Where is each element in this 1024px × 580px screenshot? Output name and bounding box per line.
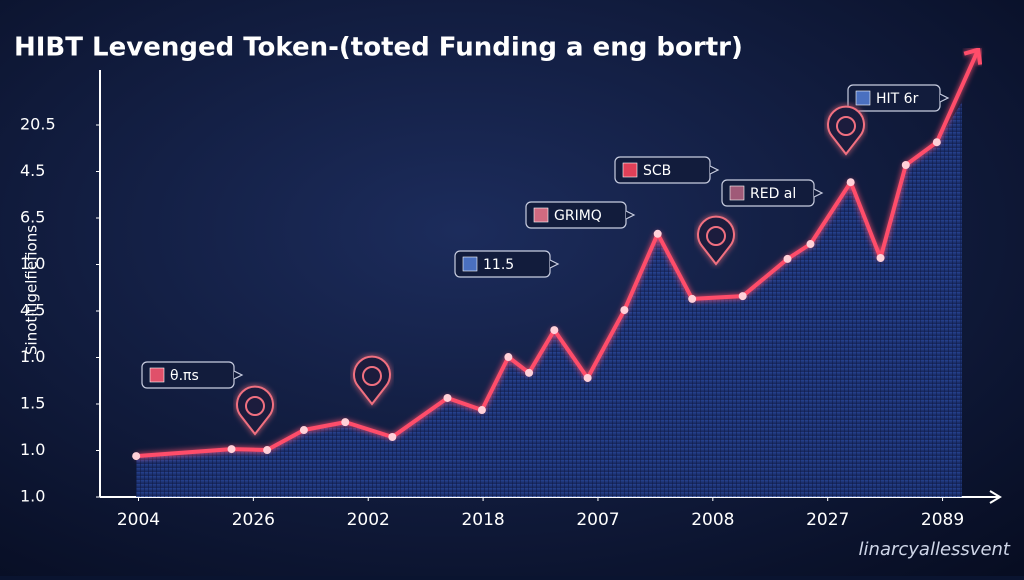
y-tick-label: 1.0 [20, 440, 45, 459]
callout-tail [709, 165, 720, 175]
callout-tail [549, 259, 560, 269]
point [876, 253, 885, 262]
callout-swatch [533, 207, 549, 223]
pin-inner [362, 366, 382, 386]
point [299, 426, 308, 435]
pin-icon [236, 385, 274, 436]
x-axis-arrow [989, 490, 1002, 504]
y-tick-label: 4.5 [20, 161, 45, 180]
point [620, 306, 629, 315]
point [688, 294, 697, 303]
callout-swatch [149, 367, 165, 383]
point [443, 393, 452, 402]
pin-inner [706, 226, 726, 246]
pin-icon [827, 105, 865, 156]
pin-inner [245, 396, 265, 416]
x-tick-label: 2089 [921, 510, 964, 530]
point [738, 292, 747, 301]
point [477, 406, 486, 415]
x-tick-label: 2004 [117, 510, 160, 530]
point [341, 418, 350, 427]
callout-tail [233, 370, 244, 380]
point [846, 178, 855, 187]
watermark: linarcyallessvent [859, 539, 1011, 560]
y-axis-label: Sinotitigelfiefions [23, 225, 41, 355]
callout-tail [625, 210, 636, 220]
point [783, 254, 792, 263]
callout-swatch [462, 256, 478, 272]
callout-label: θ.πs [170, 368, 199, 384]
y-tick-label: 20.5 [20, 115, 56, 134]
point [583, 373, 592, 382]
point [932, 138, 941, 147]
y-tick-label: 6.5 [20, 208, 45, 227]
point [525, 368, 534, 377]
point [550, 326, 559, 335]
point [132, 452, 141, 461]
y-tick-label: 1.0 [20, 347, 45, 366]
callout-tail [813, 188, 824, 198]
point [263, 446, 272, 455]
callout-swatch [729, 185, 745, 201]
x-tick-label: 2026 [232, 510, 275, 530]
callout-label: 11.5 [483, 257, 514, 273]
x-tick-label: 2018 [461, 510, 504, 530]
callout-swatch [622, 162, 638, 178]
point [227, 445, 236, 454]
point [388, 433, 397, 442]
y-tick-label: 4.5 [20, 301, 45, 320]
x-tick-label: 2007 [576, 510, 619, 530]
point [806, 240, 815, 249]
callout-swatch [855, 90, 871, 106]
chart-title: HIBT Levenged Token-(toted Funding a eng… [14, 33, 743, 63]
callout-label: RED al [750, 186, 796, 202]
x-tick-label: 2008 [691, 510, 734, 530]
y-tick-label: 1.0 [20, 487, 45, 506]
area [136, 102, 962, 497]
y-tick-label: 1.0 [20, 254, 45, 273]
point [504, 353, 513, 362]
callout-label: SCB [643, 163, 671, 179]
arrow-head [963, 47, 983, 65]
callout-label: GRIMQ [554, 208, 602, 224]
point [653, 229, 662, 238]
pin-inner [836, 116, 856, 136]
callout-tail [939, 93, 950, 103]
callout-label: HIT 6r [876, 91, 919, 107]
pin-icon [353, 355, 391, 406]
x-tick-label: 2027 [806, 510, 849, 530]
x-tick-label: 2002 [347, 510, 390, 530]
y-tick-label: 1.5 [20, 394, 45, 413]
pin-icon [697, 215, 735, 266]
point [901, 160, 910, 169]
